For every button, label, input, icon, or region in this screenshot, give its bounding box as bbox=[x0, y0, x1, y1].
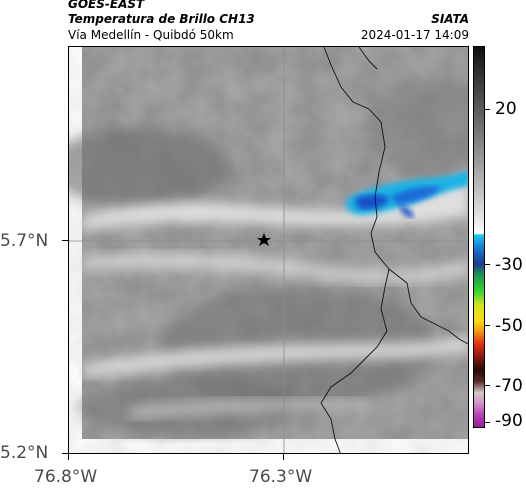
temperature-colorbar bbox=[473, 46, 485, 428]
department-border bbox=[320, 268, 390, 453]
colorbar-label-neg50: -50 bbox=[495, 316, 523, 336]
route-label: Vía Medellín - Quibdó 50km bbox=[68, 28, 234, 42]
lon-tick-76-8 bbox=[68, 454, 69, 460]
colorbar-label-neg70: -70 bbox=[495, 376, 523, 396]
cloud-band-upper bbox=[82, 177, 468, 231]
lon-tick-76-3 bbox=[283, 454, 284, 460]
lat-tick-5-2 bbox=[62, 453, 68, 454]
cloud-band-lower bbox=[82, 335, 468, 377]
lat-tick-5-7 bbox=[62, 240, 68, 241]
colorbar-label-20: 20 bbox=[495, 99, 517, 119]
cloud-band-middle bbox=[82, 251, 468, 284]
satellite-title: GOES-EAST bbox=[68, 0, 145, 11]
country-border bbox=[323, 47, 468, 345]
colorbar-label-neg90: -90 bbox=[495, 411, 523, 431]
map-canvas bbox=[69, 47, 468, 453]
star-icon[interactable] bbox=[257, 233, 271, 246]
product-title: Temperatura de Brillo CH13 bbox=[68, 12, 255, 26]
satellite-map[interactable] bbox=[68, 46, 469, 454]
cb-tick-neg30 bbox=[485, 264, 490, 265]
timestamp-label: 2024-01-17 14:09 bbox=[360, 28, 469, 42]
org-label: SIATA bbox=[431, 12, 469, 26]
lat-label-5-2: 5.2°N bbox=[0, 443, 49, 463]
cb-tick-neg50 bbox=[485, 325, 490, 326]
colorbar-label-neg30: -30 bbox=[495, 255, 523, 275]
cb-tick-20 bbox=[485, 109, 490, 110]
cb-tick-neg70 bbox=[485, 385, 490, 386]
lon-label-76-8: 76.8°W bbox=[34, 467, 98, 487]
cb-tick-neg90 bbox=[485, 422, 490, 423]
lat-label-5-7: 5.7°N bbox=[0, 231, 49, 251]
lon-label-76-3: 76.3°W bbox=[249, 467, 313, 487]
